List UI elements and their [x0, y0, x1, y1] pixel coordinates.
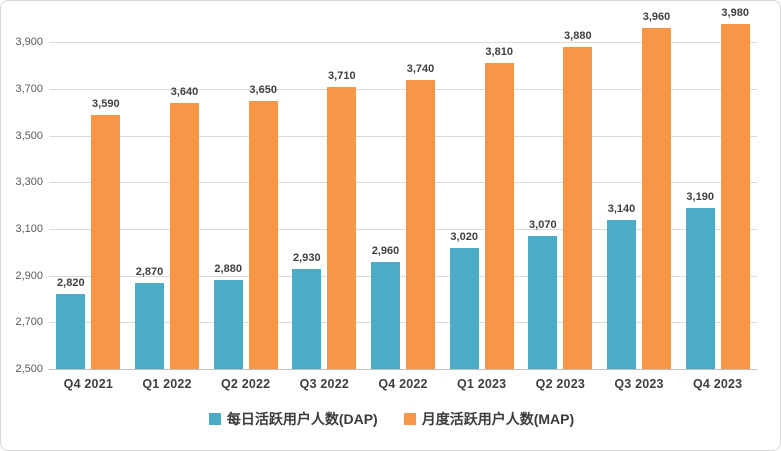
bar-value-label-map-5: 3,810 [485, 46, 513, 59]
y-tick-label-3900: 3,900 [15, 36, 43, 48]
bar-map-q4-2023 [720, 23, 750, 369]
bar-dap-q2-2022 [213, 280, 243, 369]
bar-value-label-dap-0: 2,820 [57, 277, 85, 290]
bar-map-q1-2022 [170, 103, 199, 369]
bar-value-label-dap-5: 3,020 [450, 230, 478, 243]
y-tick-label-3500: 3,500 [15, 130, 43, 142]
bar-map-q4-2022 [406, 79, 435, 369]
bar-map-q3-2022 [327, 86, 357, 369]
bar-value-label-map-6: 3,880 [564, 30, 592, 42]
gridline-3100 [49, 229, 757, 230]
gridline-2700 [49, 322, 757, 323]
legend-swatch-map [403, 413, 416, 425]
bar-map-q3-2023 [642, 28, 671, 369]
bar-value-label-dap-2: 2,880 [214, 263, 242, 276]
bar-value-label-map-2: 3,650 [249, 83, 277, 96]
bar-value-label-map-4: 3,740 [406, 62, 435, 75]
legend-item-map: 月度活跃用户人数(MAP) [403, 409, 575, 429]
y-tick-label-3300: 3,300 [15, 176, 43, 188]
bar-dap-q4-2023 [685, 208, 715, 369]
gridline-2900 [49, 276, 757, 277]
x-category-label-6: Q2 2023 [535, 377, 586, 391]
legend-label-dap: 每日活跃用户人数(DAP) [226, 411, 378, 427]
bar-dap-q1-2022 [135, 282, 164, 369]
bar-value-label-map-3: 3,710 [328, 69, 356, 82]
chart-legend: 每日活跃用户人数(DAP) 月度活跃用户人数(MAP) [1, 407, 780, 431]
bar-map-q2-2022 [248, 100, 278, 369]
bar-value-label-dap-3: 2,930 [293, 251, 321, 264]
bar-value-label-map-7: 3,960 [642, 11, 671, 24]
x-category-label-8: Q4 2023 [692, 377, 743, 391]
bar-dap-q1-2023 [449, 247, 479, 369]
bar-map-q1-2023 [484, 63, 514, 369]
y-tick-label-2900: 2,900 [15, 270, 43, 282]
bar-value-label-dap-6: 3,070 [529, 219, 557, 231]
bar-dap-q4-2021 [56, 294, 86, 369]
bar-value-label-dap-7: 3,140 [607, 202, 636, 215]
legend-item-dap: 每日活跃用户人数(DAP) [208, 409, 378, 429]
y-tick-label-3700: 3,700 [15, 83, 43, 95]
bar-dap-q4-2022 [371, 261, 400, 369]
bar-value-label-map-8: 3,980 [721, 6, 749, 19]
bar-value-label-dap-1: 2,870 [135, 265, 164, 278]
y-tick-label-3100: 3,100 [15, 223, 43, 235]
x-category-label-0: Q4 2021 [63, 377, 114, 391]
bar-value-label-dap-4: 2,960 [371, 244, 400, 257]
x-category-label-1: Q1 2022 [142, 377, 192, 391]
x-category-label-3: Q3 2022 [299, 377, 350, 391]
x-category-label-5: Q1 2023 [456, 377, 507, 391]
gridline-3500 [49, 136, 757, 137]
x-category-label-4: Q4 2022 [378, 377, 428, 391]
bar-dap-q3-2023 [607, 219, 636, 369]
x-axis-line [49, 369, 757, 370]
y-tick-label-2500: 2,500 [15, 363, 43, 375]
bar-dap-q3-2022 [292, 268, 322, 369]
bar-value-label-map-0: 3,590 [92, 97, 120, 110]
legend-swatch-dap [208, 413, 221, 425]
x-category-label-2: Q2 2022 [220, 377, 271, 391]
gridline-3300 [49, 182, 757, 183]
y-tick-label-2700: 2,700 [15, 316, 43, 328]
bar-dap-q2-2023 [528, 236, 558, 369]
bar-value-label-map-1: 3,640 [170, 86, 199, 98]
gridline-3900 [49, 42, 757, 43]
bar-map-q2-2023 [563, 47, 593, 369]
x-category-label-7: Q3 2023 [614, 377, 664, 391]
bar-map-q4-2021 [91, 114, 121, 369]
gridline-3700 [49, 89, 757, 90]
bar-value-label-dap-8: 3,190 [686, 191, 714, 203]
legend-label-map: 月度活跃用户人数(MAP) [421, 411, 575, 427]
